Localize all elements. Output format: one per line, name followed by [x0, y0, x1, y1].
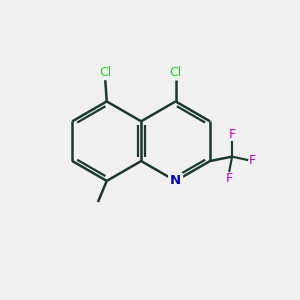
Text: Cl: Cl [99, 66, 111, 79]
Text: Cl: Cl [169, 66, 182, 79]
Text: F: F [229, 128, 236, 141]
Text: F: F [248, 154, 255, 167]
Text: N: N [170, 174, 181, 188]
Text: F: F [226, 172, 233, 185]
